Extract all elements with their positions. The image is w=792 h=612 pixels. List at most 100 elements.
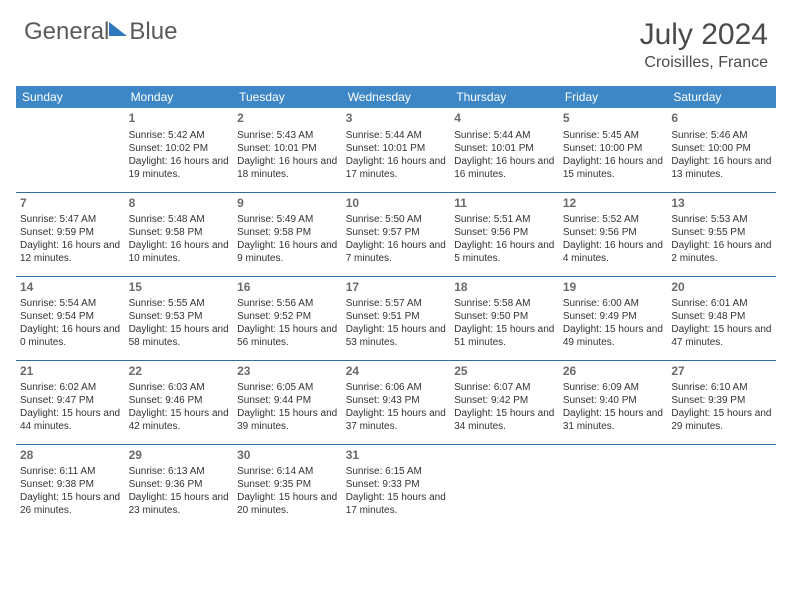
day-number: 1	[129, 111, 230, 127]
calendar-cell: 4Sunrise: 5:44 AMSunset: 10:01 PMDayligh…	[450, 108, 559, 192]
weekday-header: Tuesday	[233, 86, 342, 108]
sunrise-line: Sunrise: 5:54 AM	[20, 297, 121, 310]
sunrise-line: Sunrise: 6:15 AM	[346, 465, 447, 478]
calendar-cell: 9Sunrise: 5:49 AMSunset: 9:58 PMDaylight…	[233, 192, 342, 276]
sunset-line: Sunset: 9:47 PM	[20, 394, 121, 407]
sunrise-line: Sunrise: 5:49 AM	[237, 213, 338, 226]
calendar-cell: 10Sunrise: 5:50 AMSunset: 9:57 PMDayligh…	[342, 192, 451, 276]
day-number: 31	[346, 448, 447, 464]
calendar-cell: 28Sunrise: 6:11 AMSunset: 9:38 PMDayligh…	[16, 444, 125, 528]
day-number: 26	[563, 364, 664, 380]
sunrise-line: Sunrise: 5:50 AM	[346, 213, 447, 226]
daylight-line: Daylight: 16 hours and 12 minutes.	[20, 239, 121, 265]
day-number: 21	[20, 364, 121, 380]
calendar-cell: 3Sunrise: 5:44 AMSunset: 10:01 PMDayligh…	[342, 108, 451, 192]
sunrise-line: Sunrise: 5:42 AM	[129, 129, 230, 142]
daylight-line: Daylight: 15 hours and 31 minutes.	[563, 407, 664, 433]
calendar-cell: 6Sunrise: 5:46 AMSunset: 10:00 PMDayligh…	[667, 108, 776, 192]
sunset-line: Sunset: 9:58 PM	[129, 226, 230, 239]
daylight-line: Daylight: 16 hours and 15 minutes.	[563, 155, 664, 181]
sunrise-line: Sunrise: 5:53 AM	[671, 213, 772, 226]
daylight-line: Daylight: 15 hours and 34 minutes.	[454, 407, 555, 433]
calendar-cell: 27Sunrise: 6:10 AMSunset: 9:39 PMDayligh…	[667, 360, 776, 444]
day-number: 7	[20, 196, 121, 212]
sunset-line: Sunset: 10:00 PM	[563, 142, 664, 155]
daylight-line: Daylight: 16 hours and 10 minutes.	[129, 239, 230, 265]
calendar-cell: 5Sunrise: 5:45 AMSunset: 10:00 PMDayligh…	[559, 108, 668, 192]
daylight-line: Daylight: 15 hours and 20 minutes.	[237, 491, 338, 517]
day-number: 11	[454, 196, 555, 212]
brand-logo: General Blue	[24, 18, 177, 46]
daylight-line: Daylight: 15 hours and 39 minutes.	[237, 407, 338, 433]
calendar-week-row: 21Sunrise: 6:02 AMSunset: 9:47 PM Dayligh…	[16, 360, 776, 444]
daylight-line: Daylight: 15 hours and 23 minutes.	[129, 491, 230, 517]
brand-word1: General	[24, 18, 109, 46]
daylight-line: Daylight: 15 hours and 47 minutes.	[671, 323, 772, 349]
sunset-line: Sunset: 10:01 PM	[237, 142, 338, 155]
sunrise-line: Sunrise: 6:09 AM	[563, 381, 664, 394]
brand-triangle-icon	[109, 22, 127, 36]
calendar-cell: 1Sunrise: 5:42 AMSunset: 10:02 PMDayligh…	[125, 108, 234, 192]
weekday-header: Monday	[125, 86, 234, 108]
sunrise-line: Sunrise: 5:57 AM	[346, 297, 447, 310]
sunrise-line: Sunrise: 5:45 AM	[563, 129, 664, 142]
sunset-line: Sunset: 9:56 PM	[454, 226, 555, 239]
day-number: 20	[671, 280, 772, 296]
month-title: July 2024	[640, 18, 768, 52]
daylight-line: Daylight: 16 hours and 2 minutes.	[671, 239, 772, 265]
day-number: 18	[454, 280, 555, 296]
location-label: Croisilles, France	[640, 54, 768, 72]
weekday-header: Wednesday	[342, 86, 451, 108]
sunset-line: Sunset: 10:02 PM	[129, 142, 230, 155]
weekday-header: Friday	[559, 86, 668, 108]
daylight-line: Daylight: 15 hours and 29 minutes.	[671, 407, 772, 433]
calendar-cell: 31Sunrise: 6:15 AMSunset: 9:33 PMDayligh…	[342, 444, 451, 528]
sunrise-line: Sunrise: 6:03 AM	[129, 381, 230, 394]
day-number: 15	[129, 280, 230, 296]
sunset-line: Sunset: 9:58 PM	[237, 226, 338, 239]
day-number: 23	[237, 364, 338, 380]
sunset-line: Sunset: 9:36 PM	[129, 478, 230, 491]
sunset-line: Sunset: 9:57 PM	[346, 226, 447, 239]
day-number: 28	[20, 448, 121, 464]
calendar-cell: 24Sunrise: 6:06 AMSunset: 9:43 PMDayligh…	[342, 360, 451, 444]
sunset-line: Sunset: 9:33 PM	[346, 478, 447, 491]
sunrise-line: Sunrise: 5:56 AM	[237, 297, 338, 310]
sunrise-line: Sunrise: 6:07 AM	[454, 381, 555, 394]
sunset-line: Sunset: 9:50 PM	[454, 310, 555, 323]
sunrise-line: Sunrise: 5:55 AM	[129, 297, 230, 310]
calendar-week-row: 28Sunrise: 6:11 AMSunset: 9:38 PMDayligh…	[16, 444, 776, 528]
calendar-cell: 23Sunrise: 6:05 AMSunset: 9:44 PMDayligh…	[233, 360, 342, 444]
calendar-cell: 25Sunrise: 6:07 AMSunset: 9:42 PMDayligh…	[450, 360, 559, 444]
day-number: 17	[346, 280, 447, 296]
day-number: 8	[129, 196, 230, 212]
calendar-cell	[559, 444, 668, 528]
calendar-cell: 7Sunrise: 5:47 AMSunset: 9:59 PMDaylight…	[16, 192, 125, 276]
calendar-cell: 14Sunrise: 5:54 AMSunset: 9:54 PMDayligh…	[16, 276, 125, 360]
sunset-line: Sunset: 9:59 PM	[20, 226, 121, 239]
sunrise-line: Sunrise: 5:52 AM	[563, 213, 664, 226]
sunrise-line: Sunrise: 6:10 AM	[671, 381, 772, 394]
daylight-line: Daylight: 16 hours and 4 minutes.	[563, 239, 664, 265]
daylight-line: Daylight: 15 hours and 51 minutes.	[454, 323, 555, 349]
sunrise-line: Sunrise: 6:00 AM	[563, 297, 664, 310]
day-number: 30	[237, 448, 338, 464]
calendar-cell: 12Sunrise: 5:52 AMSunset: 9:56 PMDayligh…	[559, 192, 668, 276]
daylight-line: Daylight: 16 hours and 17 minutes.	[346, 155, 447, 181]
sunset-line: Sunset: 9:46 PM	[129, 394, 230, 407]
sunset-line: Sunset: 9:51 PM	[346, 310, 447, 323]
weekday-header: Sunday	[16, 86, 125, 108]
calendar-cell: 22Sunrise: 6:03 AMSunset: 9:46 PMDayligh…	[125, 360, 234, 444]
sunset-line: Sunset: 9:53 PM	[129, 310, 230, 323]
calendar-cell: 19Sunrise: 6:00 AMSunset: 9:49 PMDayligh…	[559, 276, 668, 360]
sunrise-line: Sunrise: 6:02 AM	[20, 381, 121, 394]
day-number: 14	[20, 280, 121, 296]
sunset-line: Sunset: 9:54 PM	[20, 310, 121, 323]
day-number: 25	[454, 364, 555, 380]
daylight-line: Daylight: 15 hours and 37 minutes.	[346, 407, 447, 433]
sunrise-line: Sunrise: 5:44 AM	[454, 129, 555, 142]
sunrise-line: Sunrise: 6:05 AM	[237, 381, 338, 394]
day-number: 27	[671, 364, 772, 380]
sunset-line: Sunset: 10:01 PM	[454, 142, 555, 155]
day-number: 6	[671, 111, 772, 127]
